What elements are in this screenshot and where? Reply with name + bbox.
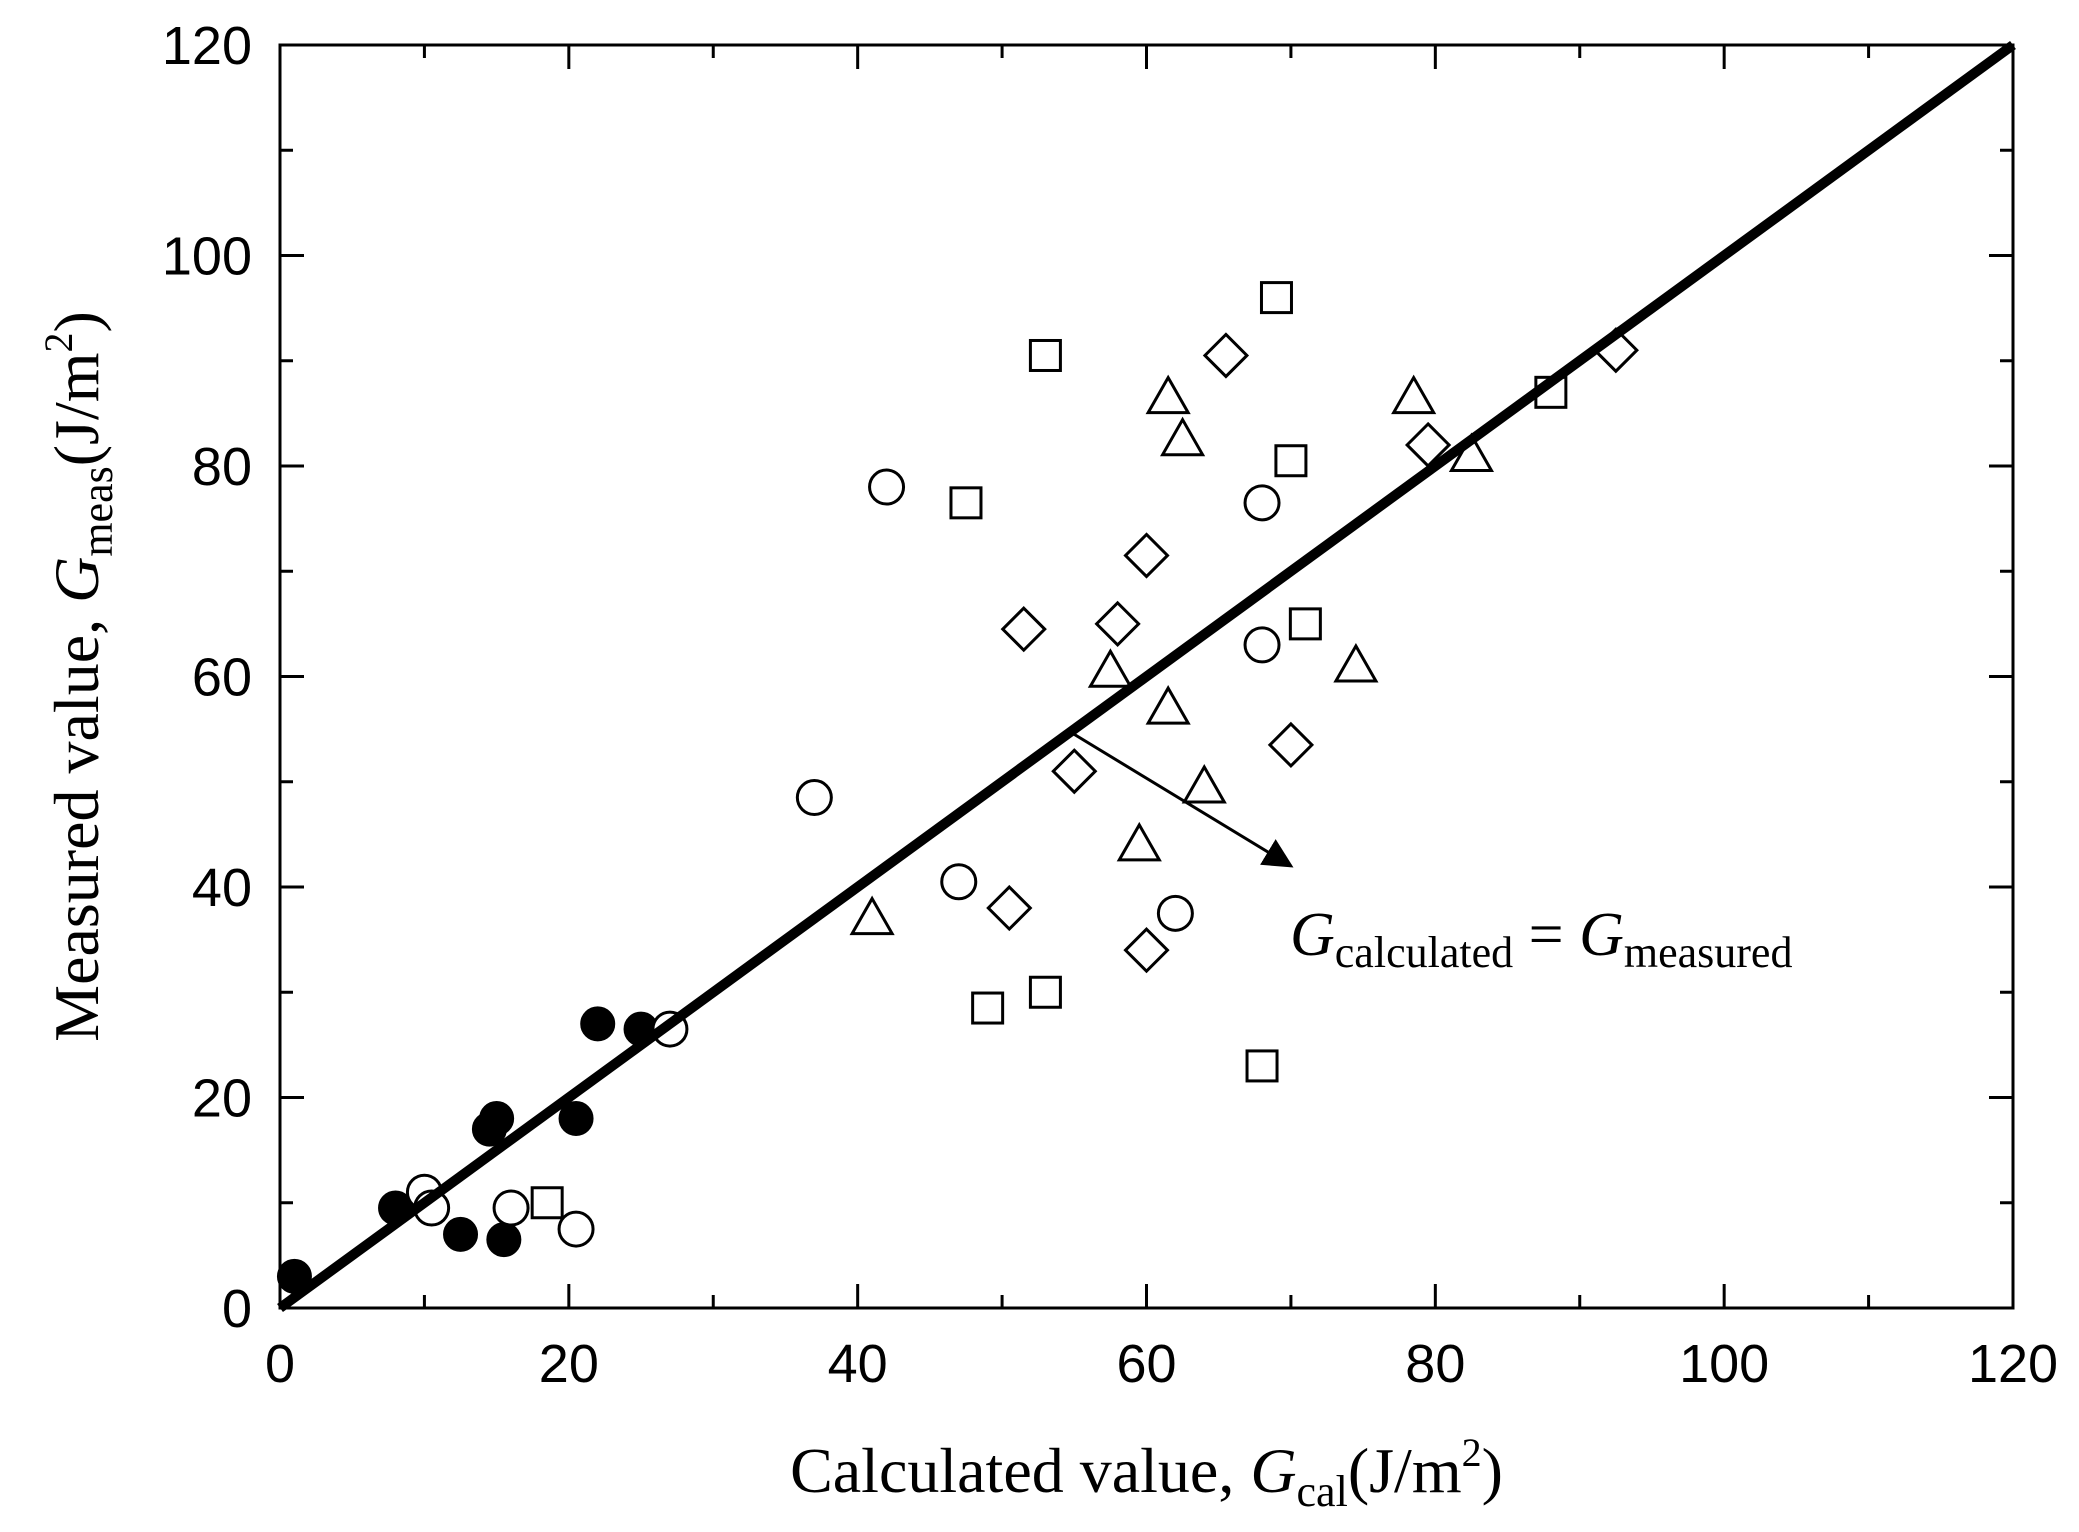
data-point-circle-open — [1243, 626, 1281, 664]
annotation-arrow — [1073, 733, 1294, 868]
data-point-square-open — [1245, 1049, 1279, 1083]
data-point-circle-open — [940, 863, 978, 901]
data-point-circle-open — [795, 779, 833, 817]
y-axis-title: Measured value, Gmeas(J/m2) — [36, 311, 122, 1042]
data-point-diamond-open — [986, 884, 1033, 932]
data-point-triangle-open — [1116, 821, 1162, 862]
data-point-triangle-open — [1391, 374, 1437, 415]
data-point-diamond-open — [1094, 600, 1141, 647]
x-tick-label: 40 — [828, 1334, 888, 1394]
data-point-triangle-open — [849, 895, 895, 936]
data-point-diamond-open — [1202, 332, 1250, 379]
data-point-circle-filled — [580, 1006, 616, 1042]
data-point-circle-open — [492, 1189, 530, 1227]
data-point-circle-filled — [558, 1101, 594, 1137]
y-tick-label: 100 — [162, 227, 252, 287]
x-tick-label: 60 — [1116, 1334, 1176, 1394]
data-point-triangle-open — [1181, 763, 1227, 804]
data-point-circle-filled — [479, 1101, 515, 1137]
plot-frame — [278, 43, 2015, 1310]
data-point-diamond-open — [1000, 606, 1047, 653]
x-tick-label: 80 — [1405, 1334, 1465, 1394]
data-point-square-open — [1028, 975, 1062, 1009]
data-point-circle-open — [868, 468, 906, 506]
data-point-square-open — [530, 1186, 564, 1220]
data-point-diamond-open — [1051, 748, 1098, 795]
data-point-square-open — [1274, 444, 1308, 478]
data-point-square-open — [949, 486, 983, 520]
y-tick-label: 40 — [192, 858, 252, 918]
data-point-circle-open — [1243, 484, 1281, 522]
x-tick-label: 120 — [1968, 1334, 2058, 1394]
x-tick-label: 0 — [265, 1334, 295, 1394]
reference-line-label: Gcalculated = Gmeasured — [1290, 901, 1792, 977]
x-tick-label: 100 — [1679, 1334, 1769, 1394]
data-point-triangle-open — [1087, 648, 1133, 688]
data-point-triangle-open — [1333, 642, 1379, 683]
data-point-diamond-open — [1123, 927, 1170, 974]
data-point-triangle-open — [1160, 416, 1206, 457]
data-point-circle-filled — [443, 1216, 479, 1252]
data-point-square-open — [1259, 281, 1293, 315]
data-point-square-open — [971, 991, 1005, 1025]
data-point-circle-filled — [486, 1222, 522, 1258]
data-point-triangle-open — [1145, 685, 1191, 725]
data-point-circle-open — [1156, 894, 1194, 932]
data-point-square-open — [1288, 607, 1322, 641]
data-markers — [276, 281, 1639, 1294]
data-point-triangle-open — [1145, 374, 1191, 415]
data-point-diamond-open — [1123, 532, 1170, 579]
reference-line — [277, 40, 2016, 1313]
y-tick-label: 20 — [192, 1069, 252, 1129]
x-axis-title: Calculated value, Gcal(J/m2) — [790, 1430, 1503, 1516]
data-point-circle-open — [557, 1210, 595, 1248]
y-tick-label: 120 — [162, 16, 252, 76]
y-tick-label: 80 — [192, 437, 252, 497]
data-point-square-open — [1028, 338, 1062, 372]
tick-labels: 0 20 40 60 80 100 120 0 20 40 60 80 100 120 — [162, 16, 2058, 1394]
y-tick-label: 60 — [192, 648, 252, 708]
y-tick-label: 0 — [222, 1279, 252, 1339]
x-tick-label: 20 — [539, 1334, 599, 1394]
data-point-diamond-open — [1267, 721, 1315, 769]
